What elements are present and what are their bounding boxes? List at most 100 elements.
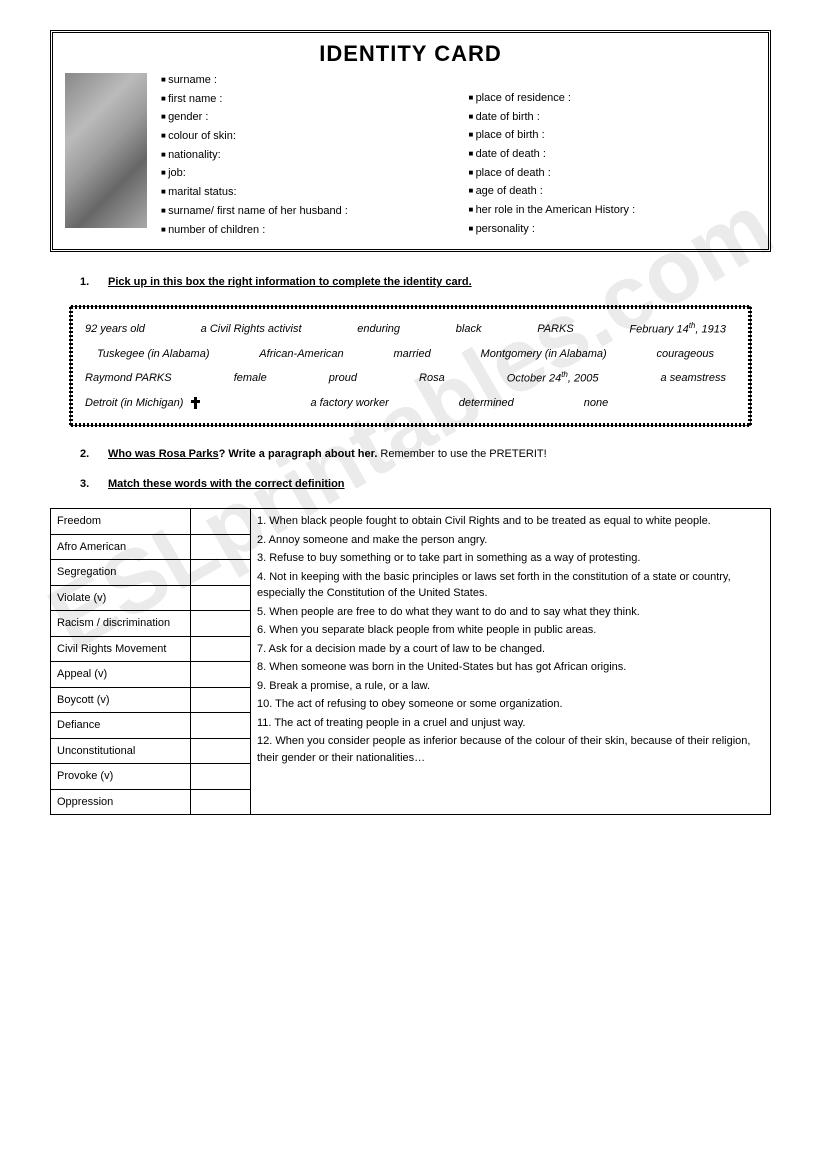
- task-1: 1. Pick up in this box the right informa…: [80, 276, 741, 288]
- wordbank-row: 92 years old a Civil Rights activist end…: [85, 317, 736, 342]
- wb-item: Tuskegee (in Alabama): [97, 342, 210, 366]
- word-cell: Civil Rights Movement: [51, 636, 191, 662]
- identity-card-title: IDENTITY CARD: [65, 41, 756, 67]
- task-3: 3. Match these words with the correct de…: [80, 478, 741, 490]
- task-text: Match these words with the correct defin…: [108, 478, 345, 490]
- wb-item: Rosa: [419, 366, 445, 391]
- definition: 1. When black people fought to obtain Ci…: [257, 513, 764, 530]
- id-field: personality :: [469, 220, 757, 239]
- word-cell: Segregation: [51, 560, 191, 586]
- wb-item: a Civil Rights activist: [201, 317, 302, 342]
- id-field: her role in the American History :: [469, 201, 757, 220]
- wb-item: PARKS: [537, 317, 573, 342]
- definition: 7. Ask for a decision made by a court of…: [257, 641, 764, 658]
- id-field: number of children :: [161, 221, 449, 240]
- wb-item: African-American: [259, 342, 343, 366]
- id-field: job:: [161, 164, 449, 183]
- id-field: place of birth :: [469, 126, 757, 145]
- matching-table: Freedom 1. When black people fought to o…: [50, 508, 771, 815]
- answer-cell[interactable]: [191, 534, 251, 560]
- identity-card-body: surname : first name : gender : colour o…: [65, 71, 756, 239]
- answer-cell[interactable]: [191, 687, 251, 713]
- task-number: 3.: [80, 478, 89, 490]
- answer-cell[interactable]: [191, 662, 251, 688]
- wb-item: a seamstress: [661, 366, 726, 391]
- definitions-cell: 1. When black people fought to obtain Ci…: [251, 509, 771, 815]
- wb-item: enduring: [357, 317, 400, 342]
- word-cell: Unconstitutional: [51, 738, 191, 764]
- answer-cell[interactable]: [191, 713, 251, 739]
- answer-cell[interactable]: [191, 560, 251, 586]
- wordbank-row: Detroit (in Michigan) a factory worker d…: [85, 391, 736, 415]
- table-row: Freedom 1. When black people fought to o…: [51, 509, 771, 535]
- wordbank-row: Raymond PARKS female proud Rosa October …: [85, 366, 736, 391]
- identity-columns: surname : first name : gender : colour o…: [161, 71, 756, 239]
- wb-item: married: [393, 342, 430, 366]
- answer-cell[interactable]: [191, 611, 251, 637]
- id-field: place of death :: [469, 164, 757, 183]
- definition: 6. When you separate black people from w…: [257, 622, 764, 639]
- word-cell: Provoke (v): [51, 764, 191, 790]
- definition: 10. The act of refusing to obey someone …: [257, 696, 764, 713]
- word-cell: Afro American: [51, 534, 191, 560]
- answer-cell[interactable]: [191, 738, 251, 764]
- answer-cell[interactable]: [191, 764, 251, 790]
- definition: 2. Annoy someone and make the person ang…: [257, 532, 764, 549]
- id-field: age of death :: [469, 182, 757, 201]
- id-field: date of death :: [469, 145, 757, 164]
- id-field: surname/ first name of her husband :: [161, 202, 449, 221]
- task-text: Pick up in this box the right informatio…: [108, 276, 472, 288]
- definition: 9. Break a promise, a rule, or a law.: [257, 678, 764, 695]
- task-number: 2.: [80, 448, 89, 460]
- identity-card-box: IDENTITY CARD surname : first name : gen…: [50, 30, 771, 252]
- worksheet-page: ESLprintables.com IDENTITY CARD surname …: [0, 0, 821, 845]
- word-cell: Oppression: [51, 789, 191, 815]
- id-field: surname :: [161, 71, 449, 90]
- task-text: Who was Rosa Parks? Write a paragraph ab…: [108, 448, 547, 460]
- task-number: 1.: [80, 276, 89, 288]
- wb-item: Detroit (in Michigan): [85, 391, 200, 415]
- id-field: first name :: [161, 90, 449, 109]
- identity-col-left: surname : first name : gender : colour o…: [161, 71, 449, 239]
- identity-photo: [65, 73, 147, 228]
- word-cell: Racism / discrimination: [51, 611, 191, 637]
- wb-item: none: [584, 391, 608, 415]
- id-field: marital status:: [161, 183, 449, 202]
- task-2: 2. Who was Rosa Parks? Write a paragraph…: [80, 448, 741, 460]
- wb-item: determined: [459, 391, 514, 415]
- identity-col-right: place of residence : date of birth : pla…: [469, 71, 757, 239]
- answer-cell[interactable]: [191, 636, 251, 662]
- word-cell: Boycott (v): [51, 687, 191, 713]
- wb-item: black: [456, 317, 482, 342]
- wb-item: 92 years old: [85, 317, 145, 342]
- definition: 11. The act of treating people in a crue…: [257, 715, 764, 732]
- word-cell: Defiance: [51, 713, 191, 739]
- word-bank-box: 92 years old a Civil Rights activist end…: [70, 306, 751, 426]
- id-field: nationality:: [161, 146, 449, 165]
- wb-item: a factory worker: [310, 391, 388, 415]
- word-cell: Appeal (v): [51, 662, 191, 688]
- definition: 5. When people are free to do what they …: [257, 604, 764, 621]
- id-field: place of residence :: [469, 89, 757, 108]
- word-cell: Freedom: [51, 509, 191, 535]
- id-field: date of birth :: [469, 108, 757, 127]
- word-cell: Violate (v): [51, 585, 191, 611]
- wb-item: October 24th, 2005: [507, 366, 599, 391]
- cross-icon: [190, 397, 200, 409]
- id-field: gender :: [161, 108, 449, 127]
- wb-item: Montgomery (in Alabama): [481, 342, 607, 366]
- answer-cell[interactable]: [191, 509, 251, 535]
- wb-item: Raymond PARKS: [85, 366, 172, 391]
- definition: 4. Not in keeping with the basic princip…: [257, 569, 764, 602]
- definition: 12. When you consider people as inferior…: [257, 733, 764, 766]
- definition: 8. When someone was born in the United-S…: [257, 659, 764, 676]
- wb-item: female: [234, 366, 267, 391]
- wb-item: courageous: [656, 342, 714, 366]
- id-field: colour of skin:: [161, 127, 449, 146]
- wordbank-row: Tuskegee (in Alabama) African-American m…: [85, 342, 736, 366]
- wb-item: proud: [329, 366, 357, 391]
- answer-cell[interactable]: [191, 585, 251, 611]
- definition: 3. Refuse to buy something or to take pa…: [257, 550, 764, 567]
- answer-cell[interactable]: [191, 789, 251, 815]
- wb-item: February 14th, 1913: [629, 317, 726, 342]
